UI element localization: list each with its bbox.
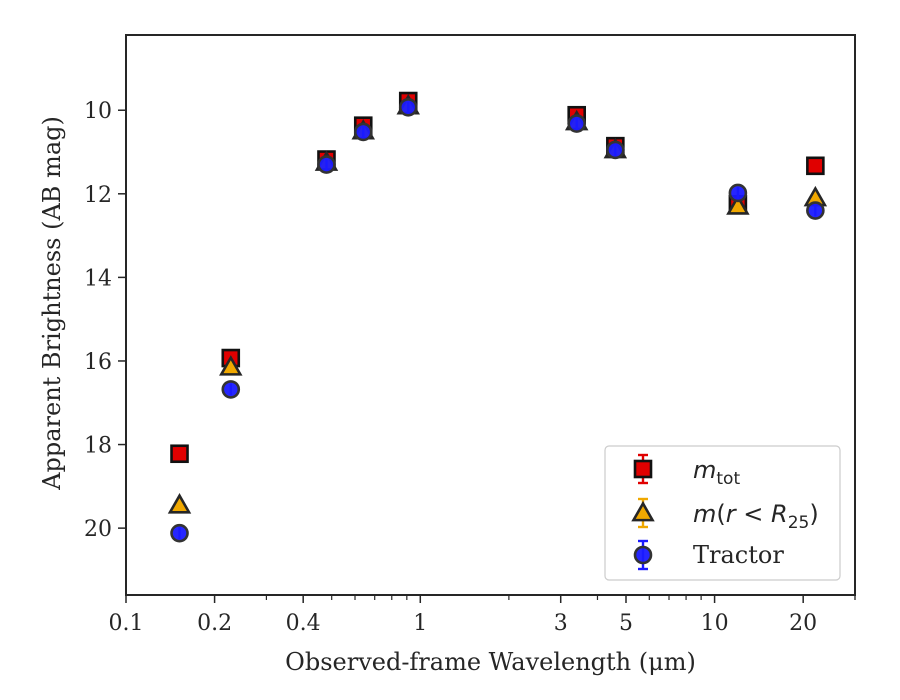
- data-point-circle: [221, 380, 241, 399]
- data-point-circle: [170, 523, 189, 543]
- x-tick-label: 0.1: [109, 611, 144, 636]
- data-point-circle: [606, 140, 625, 160]
- y-axis-label: Apparent Brightness (AB mag): [38, 116, 66, 491]
- x-tick-label: 5: [619, 611, 633, 636]
- points-layer: [167, 91, 828, 543]
- y-tick-label: 18: [84, 434, 112, 459]
- x-tick-label: 1: [413, 611, 427, 636]
- x-axis-label: Observed-frame Wavelength (μm): [285, 648, 696, 676]
- y-tick-label: 14: [84, 266, 112, 291]
- data-point-circle: [353, 122, 373, 142]
- x-tick-label: 20: [789, 611, 817, 636]
- legend-markers: [631, 453, 655, 571]
- legend-label-tractor: Tractor: [693, 541, 784, 569]
- data-point-square: [170, 444, 189, 464]
- data-point-triangle: [167, 493, 192, 514]
- y-tick-label: 12: [84, 183, 112, 208]
- ticks-layer: 0.1 0.2 0.4 1 3 5 10 20 10 12 14 16 18 20: [84, 99, 856, 636]
- y-tick-label: 10: [84, 99, 112, 124]
- legend-label-m-r-R25: m(r < R25): [693, 500, 819, 533]
- data-point-triangle: [726, 194, 750, 215]
- data-point-circle: [398, 97, 418, 117]
- x-tick-label: 10: [701, 611, 729, 636]
- legend-marker-square: [633, 459, 653, 479]
- y-tick-label: 20: [84, 517, 112, 542]
- legend-marker-circle: [633, 545, 653, 565]
- data-point-circle: [728, 183, 748, 203]
- data-point-circle: [567, 114, 587, 133]
- legend-label-m-tot: mtot: [693, 456, 740, 489]
- legend: mtot m(r < R25) Tractor: [604, 445, 841, 581]
- legend-box: [604, 445, 841, 581]
- y-tick-label: 16: [84, 350, 112, 375]
- plot-frame: [125, 34, 856, 596]
- data-point-square: [806, 156, 825, 176]
- data-point-circle: [806, 201, 825, 220]
- x-tick-label: 0.2: [197, 611, 232, 636]
- x-tick-label: 0.4: [286, 611, 321, 636]
- x-tick-label: 3: [554, 611, 568, 636]
- legend-marker-triangle: [631, 500, 655, 522]
- data-point-circle: [317, 155, 336, 174]
- data-point-triangle: [219, 355, 243, 376]
